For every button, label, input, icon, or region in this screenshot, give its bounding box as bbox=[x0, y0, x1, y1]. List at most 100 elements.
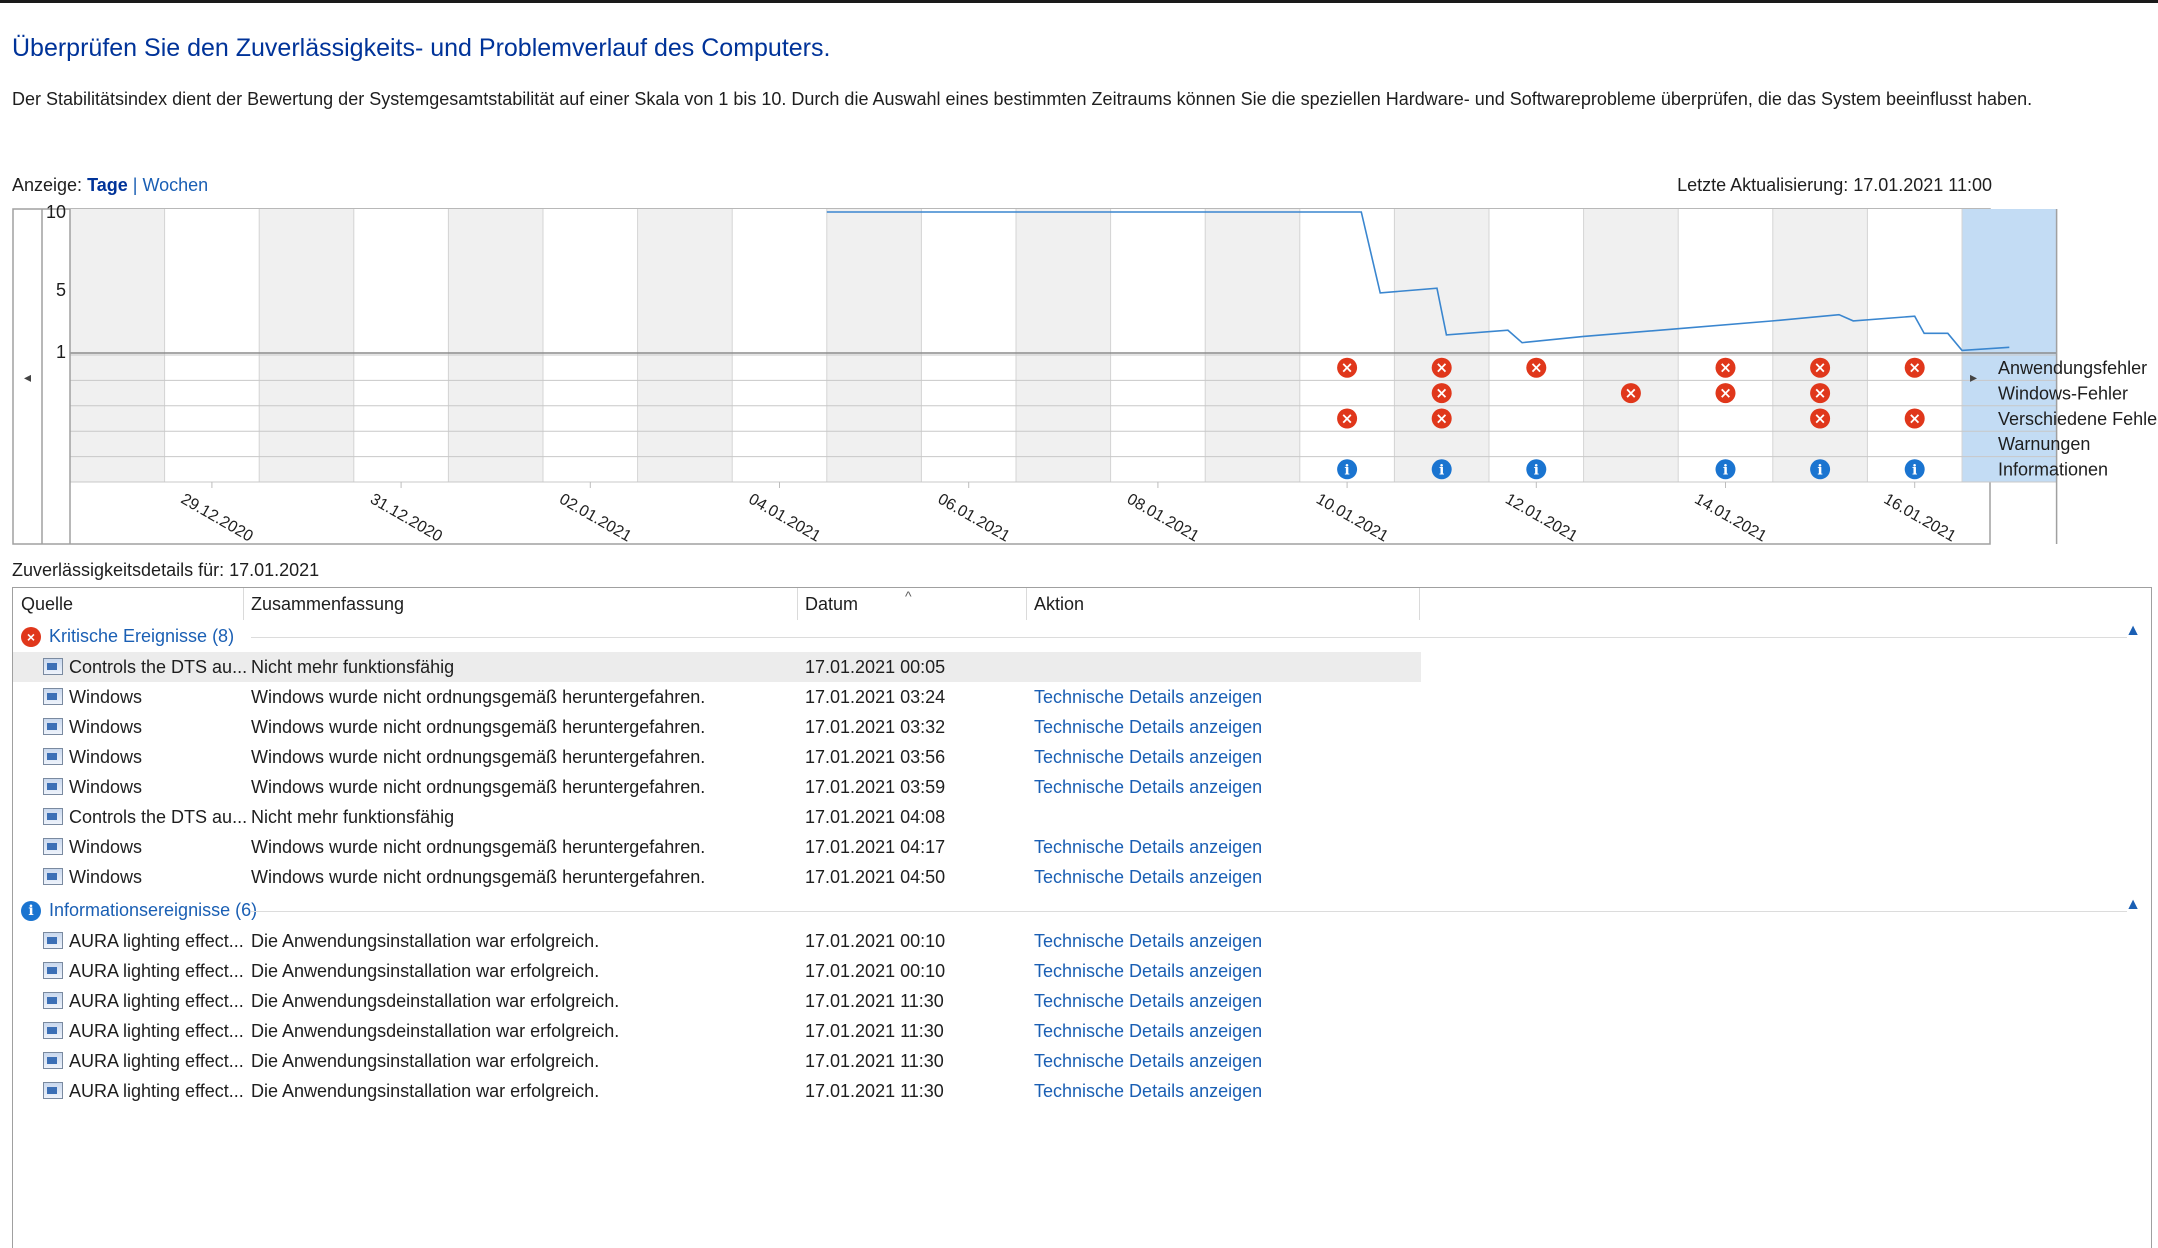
cell-action-link[interactable]: Technische Details anzeigen bbox=[1034, 747, 1263, 767]
cell-action-link[interactable]: Technische Details anzeigen bbox=[1034, 687, 1263, 707]
error-icon[interactable]: × bbox=[1620, 383, 1641, 404]
info-icon[interactable]: i bbox=[1904, 459, 1925, 480]
cell-action-link[interactable]: Technische Details anzeigen bbox=[1034, 991, 1263, 1011]
table-row[interactable]: Controls the DTS au... Nicht mehr funkti… bbox=[13, 802, 1421, 832]
error-icon[interactable]: × bbox=[1810, 383, 1831, 404]
error-icon[interactable]: × bbox=[1431, 357, 1452, 378]
error-marker[interactable] bbox=[1715, 383, 1736, 404]
day-column[interactable] bbox=[1583, 209, 1679, 482]
day-column[interactable] bbox=[1016, 209, 1111, 482]
column-separator[interactable] bbox=[1026, 588, 1027, 620]
collapse-chevron-icon[interactable]: ▲ bbox=[2125, 896, 2141, 913]
cell-action-link[interactable]: Technische Details anzeigen bbox=[1034, 1021, 1263, 1041]
column-header-action[interactable]: Aktion bbox=[1034, 594, 1085, 614]
info-marker[interactable] bbox=[1431, 459, 1452, 480]
column-separator[interactable] bbox=[1419, 588, 1420, 620]
error-icon[interactable]: × bbox=[1715, 383, 1736, 404]
error-marker[interactable] bbox=[1431, 408, 1452, 429]
error-icon[interactable]: × bbox=[1431, 383, 1452, 404]
table-row[interactable]: AURA lighting effect... Die Anwendungsde… bbox=[13, 1016, 1421, 1046]
error-marker[interactable] bbox=[1904, 408, 1925, 429]
cell-action-link[interactable]: Technische Details anzeigen bbox=[1034, 961, 1263, 981]
table-row[interactable]: Windows Windows wurde nicht ordnungsgemä… bbox=[13, 742, 1421, 772]
table-row[interactable]: AURA lighting effect... Die Anwendungsin… bbox=[13, 926, 1421, 956]
day-column[interactable] bbox=[1394, 209, 1489, 482]
cell-action-link[interactable]: Technische Details anzeigen bbox=[1034, 1081, 1263, 1101]
info-marker[interactable] bbox=[1337, 459, 1358, 480]
cell-action-link[interactable]: Technische Details anzeigen bbox=[1034, 867, 1263, 887]
column-header-source[interactable]: Quelle bbox=[21, 594, 74, 614]
group-label[interactable]: Informationsereignisse (6) bbox=[49, 900, 258, 920]
collapse-chevron-icon[interactable]: ▲ bbox=[2125, 622, 2141, 639]
error-icon[interactable]: × bbox=[1337, 357, 1358, 378]
error-marker[interactable] bbox=[1337, 357, 1358, 378]
table-row[interactable]: Windows Windows wurde nicht ordnungsgemä… bbox=[13, 772, 1421, 802]
error-marker[interactable] bbox=[1620, 383, 1641, 404]
day-column[interactable] bbox=[1489, 209, 1584, 482]
error-marker[interactable] bbox=[1431, 383, 1452, 404]
error-icon[interactable]: × bbox=[1904, 408, 1925, 429]
reliability-chart[interactable]: 10 5 1 ◂ ▸ × × × × × × × × × × × × × × i i i i i i Anwendungsfehl… bbox=[0, 200, 2158, 555]
column-header-summary[interactable]: Zusammenfassung bbox=[251, 594, 405, 614]
cell-action-link[interactable]: Technische Details anzeigen bbox=[1034, 1051, 1263, 1071]
table-row[interactable]: Windows Windows wurde nicht ordnungsgemä… bbox=[13, 712, 1421, 742]
day-column[interactable] bbox=[1867, 209, 1962, 482]
day-column[interactable] bbox=[1205, 209, 1300, 482]
table-row[interactable]: AURA lighting effect... Die Anwendungsin… bbox=[13, 956, 1421, 986]
info-icon[interactable]: i bbox=[1715, 459, 1736, 480]
scroll-left-arrow-icon[interactable]: ◂ bbox=[24, 370, 31, 386]
column-separator[interactable] bbox=[243, 588, 244, 620]
error-icon[interactable]: × bbox=[1715, 357, 1736, 378]
table-row[interactable]: Windows Windows wurde nicht ordnungsgemä… bbox=[13, 682, 1421, 712]
day-column[interactable] bbox=[732, 209, 827, 482]
group-critical-events[interactable]: × Kritische Ereignisse (8) ▲ bbox=[21, 622, 2141, 652]
error-marker[interactable] bbox=[1337, 408, 1358, 429]
day-column[interactable] bbox=[826, 209, 922, 482]
day-column[interactable] bbox=[1772, 209, 1868, 482]
column-header-date[interactable]: Datum bbox=[805, 594, 859, 614]
day-column[interactable] bbox=[70, 209, 165, 482]
error-marker[interactable] bbox=[1431, 357, 1452, 378]
info-marker[interactable] bbox=[1810, 459, 1831, 480]
error-marker[interactable] bbox=[1715, 357, 1736, 378]
table-row[interactable]: Windows Windows wurde nicht ordnungsgemä… bbox=[13, 862, 1421, 892]
error-icon[interactable]: × bbox=[1904, 357, 1925, 378]
day-column[interactable] bbox=[164, 209, 260, 482]
group-label[interactable]: Kritische Ereignisse (8) bbox=[49, 626, 235, 646]
error-marker[interactable] bbox=[1526, 357, 1547, 378]
error-marker[interactable] bbox=[1810, 357, 1831, 378]
info-marker[interactable] bbox=[1715, 459, 1736, 480]
error-marker[interactable] bbox=[1904, 357, 1925, 378]
error-icon[interactable]: × bbox=[1810, 357, 1831, 378]
table-row[interactable]: AURA lighting effect... Die Anwendungsin… bbox=[13, 1046, 1421, 1076]
day-column[interactable] bbox=[1962, 209, 2057, 482]
view-weeks-link[interactable]: Wochen bbox=[142, 175, 209, 195]
error-marker[interactable] bbox=[1810, 383, 1831, 404]
info-icon[interactable]: i bbox=[1810, 459, 1831, 480]
day-column[interactable] bbox=[353, 209, 449, 482]
scroll-right-arrow-icon[interactable]: ▸ bbox=[1970, 370, 1977, 386]
table-row[interactable]: Controls the DTS au... Nicht mehr funkti… bbox=[13, 652, 1421, 682]
error-icon[interactable]: × bbox=[1526, 357, 1547, 378]
cell-action-link[interactable]: Technische Details anzeigen bbox=[1034, 837, 1263, 857]
info-icon[interactable]: i bbox=[1337, 459, 1358, 480]
day-column[interactable] bbox=[1678, 209, 1773, 482]
cell-action-link[interactable]: Technische Details anzeigen bbox=[1034, 777, 1263, 797]
info-marker[interactable] bbox=[1526, 459, 1547, 480]
group-information-events[interactable]: i Informationsereignisse (6) ▲ bbox=[21, 896, 2141, 926]
cell-action-link[interactable]: Technische Details anzeigen bbox=[1034, 931, 1263, 951]
day-column[interactable] bbox=[543, 209, 638, 482]
table-row[interactable]: AURA lighting effect... Die Anwendungsin… bbox=[13, 1076, 1421, 1106]
column-separator[interactable] bbox=[797, 588, 798, 620]
day-column[interactable] bbox=[921, 209, 1016, 482]
error-icon[interactable]: × bbox=[1810, 408, 1831, 429]
info-icon[interactable]: i bbox=[1431, 459, 1452, 480]
info-marker[interactable] bbox=[1904, 459, 1925, 480]
table-row[interactable]: AURA lighting effect... Die Anwendungsde… bbox=[13, 986, 1421, 1016]
cell-action-link[interactable]: Technische Details anzeigen bbox=[1034, 717, 1263, 737]
day-column[interactable] bbox=[637, 209, 733, 482]
info-icon[interactable]: i bbox=[1526, 459, 1547, 480]
day-column[interactable] bbox=[1110, 209, 1206, 482]
table-row[interactable]: Windows Windows wurde nicht ordnungsgemä… bbox=[13, 832, 1421, 862]
day-column[interactable] bbox=[1299, 209, 1395, 482]
